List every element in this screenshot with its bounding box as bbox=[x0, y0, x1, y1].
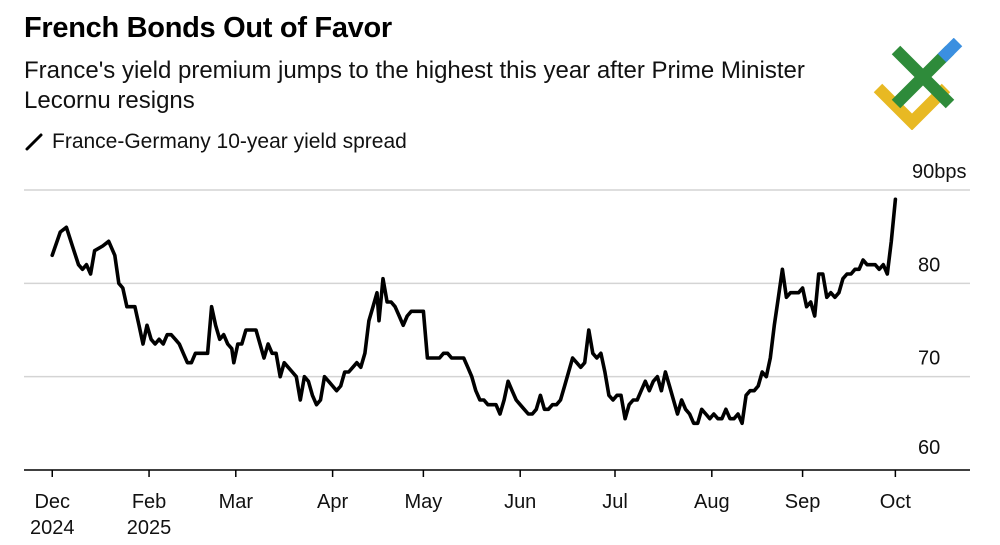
y-tick-label-60: 60 bbox=[918, 437, 940, 459]
y-tick-label-90: 90bps bbox=[912, 161, 967, 183]
x-tick-year-2024: 2024 bbox=[30, 517, 75, 539]
x-axis bbox=[24, 469, 970, 477]
x-tick-label-apr: Apr bbox=[317, 491, 348, 513]
y-tick-label-80: 80 bbox=[918, 254, 940, 276]
grid-layer bbox=[24, 189, 970, 378]
chart-subtitle: France's yield premium jumps to the high… bbox=[24, 57, 805, 114]
x-tick-label-jul: Jul bbox=[602, 491, 628, 513]
tick-label-layer: 90bps 80 70 60 Dec 2024 Feb 2025 Mar Apr May Jun Jul… bbox=[30, 161, 967, 539]
legend-label: France-Germany 10-year yield spread bbox=[52, 130, 407, 153]
chart-title: French Bonds Out of Favor bbox=[24, 12, 392, 44]
brand-logo-icon bbox=[873, 38, 963, 130]
x-tick-label-may: May bbox=[404, 491, 442, 513]
x-tick-label-feb: Feb bbox=[132, 491, 166, 513]
legend: France-Germany 10-year yield spread bbox=[24, 130, 407, 154]
y-tick-label-70: 70 bbox=[918, 348, 940, 370]
x-tick-label-dec: Dec bbox=[34, 491, 70, 513]
x-tick-label-jun: Jun bbox=[504, 491, 536, 513]
x-tick-label-aug: Aug bbox=[694, 491, 730, 513]
x-tick-label-mar: Mar bbox=[219, 491, 254, 513]
x-tick-year-2025: 2025 bbox=[127, 517, 172, 539]
series-line-spread bbox=[50, 197, 898, 426]
series-layer bbox=[50, 197, 898, 426]
x-tick-label-oct: Oct bbox=[880, 491, 912, 513]
legend-line-icon bbox=[24, 132, 44, 152]
x-tick-label-sep: Sep bbox=[785, 491, 821, 513]
